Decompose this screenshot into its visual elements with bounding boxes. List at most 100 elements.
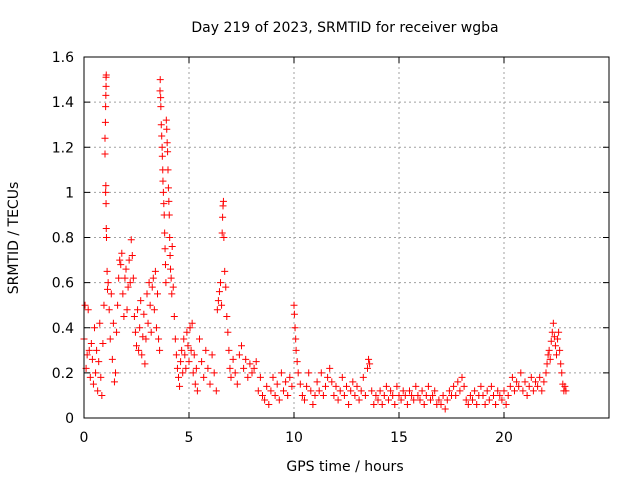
data-point <box>157 94 165 102</box>
y-tick-label: 1.4 <box>52 95 74 111</box>
data-point <box>85 346 93 354</box>
data-point <box>221 267 229 275</box>
data-point <box>498 396 506 404</box>
data-point <box>227 373 235 381</box>
data-point <box>382 382 390 390</box>
data-point <box>220 234 228 241</box>
data-point <box>238 342 245 350</box>
data-point <box>385 396 392 404</box>
data-point <box>158 132 166 140</box>
data-point <box>106 335 114 343</box>
data-point <box>307 387 315 395</box>
data-point <box>172 351 180 359</box>
data-point <box>88 355 96 363</box>
data-point <box>244 373 252 381</box>
data-point <box>252 358 260 366</box>
data-point <box>521 378 529 386</box>
data-point <box>136 324 144 332</box>
data-point <box>435 396 443 404</box>
data-point <box>147 328 155 336</box>
data-point <box>368 387 376 395</box>
data-point <box>454 378 462 386</box>
data-point <box>309 400 317 408</box>
data-point <box>538 387 546 395</box>
data-point <box>93 346 101 354</box>
data-point <box>490 391 497 399</box>
data-point <box>418 387 426 395</box>
data-point <box>301 396 308 404</box>
data-point <box>184 342 192 350</box>
data-point <box>142 335 150 343</box>
data-point <box>364 364 371 372</box>
data-point <box>414 391 422 399</box>
data-point <box>410 396 418 404</box>
data-point <box>399 387 407 395</box>
data-point <box>494 387 502 395</box>
y-tick-label: 1.2 <box>52 140 74 156</box>
data-point <box>361 391 369 399</box>
data-point <box>326 364 334 372</box>
data-point <box>292 335 300 343</box>
data-point <box>527 373 535 381</box>
data-point <box>496 391 504 399</box>
data-point <box>134 306 142 314</box>
data-point <box>429 391 437 399</box>
data-point <box>158 152 166 160</box>
data-point <box>370 400 378 408</box>
data-point <box>313 378 321 386</box>
data-point <box>164 184 172 192</box>
data-point <box>349 378 357 386</box>
data-point <box>156 346 164 354</box>
data-point <box>286 373 294 381</box>
data-point <box>256 373 264 381</box>
data-point <box>269 373 277 381</box>
data-point <box>519 387 527 395</box>
data-point <box>173 364 181 372</box>
data-point <box>161 245 169 253</box>
data-point <box>293 358 301 366</box>
data-point <box>83 351 91 359</box>
data-point <box>378 400 386 408</box>
data-point <box>315 387 323 395</box>
data-point <box>198 358 206 366</box>
data-point <box>338 373 346 381</box>
data-point <box>393 382 401 390</box>
data-point <box>118 249 126 257</box>
data-point <box>102 200 110 208</box>
data-point <box>128 252 136 260</box>
y-tick-label: 0.4 <box>52 321 74 337</box>
data-point <box>91 324 98 332</box>
data-point <box>229 355 237 363</box>
data-point <box>214 297 222 305</box>
data-point <box>144 319 152 327</box>
data-point <box>561 382 569 390</box>
data-point <box>183 328 191 336</box>
data-point <box>288 382 296 390</box>
data-point <box>104 279 112 287</box>
data-point <box>163 139 171 147</box>
data-point <box>466 391 474 399</box>
data-point <box>330 391 338 399</box>
data-point <box>87 340 95 348</box>
data-point <box>177 358 185 366</box>
data-point <box>376 387 384 395</box>
data-point <box>143 290 151 298</box>
data-point <box>138 351 146 359</box>
data-point <box>108 355 116 363</box>
data-point <box>473 400 481 408</box>
data-point <box>391 400 399 408</box>
data-point <box>231 369 239 377</box>
data-point <box>284 391 292 399</box>
data-point <box>112 369 119 377</box>
data-point <box>224 328 232 336</box>
data-point <box>422 391 430 399</box>
data-point <box>92 369 100 377</box>
data-point <box>372 391 380 399</box>
data-point <box>427 396 434 404</box>
x-axis-label: GPS time / hours <box>286 459 403 475</box>
data-point <box>81 301 89 309</box>
data-point <box>140 310 148 318</box>
data-point <box>290 301 298 309</box>
data-point <box>100 301 108 309</box>
x-tick-label: 0 <box>80 430 89 446</box>
